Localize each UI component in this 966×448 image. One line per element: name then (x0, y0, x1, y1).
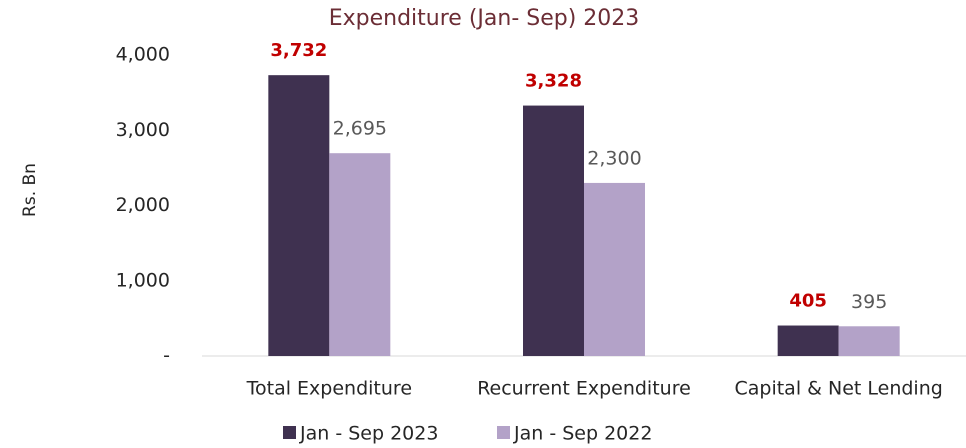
data-label: 3,732 (270, 40, 327, 61)
bar (838, 326, 900, 356)
bar (268, 75, 330, 357)
data-label: 395 (851, 291, 887, 313)
data-label: 2,300 (587, 147, 641, 169)
x-tick-label: Capital & Net Lending (734, 378, 942, 400)
legend-label: Jan - Sep 2023 (299, 423, 438, 445)
legend-swatch (283, 426, 296, 439)
legend-swatch (497, 426, 510, 439)
x-tick-label: Recurrent Expenditure (477, 378, 691, 400)
bar (329, 153, 391, 356)
y-tick-label: 1,000 (116, 269, 170, 291)
data-label: 405 (789, 291, 827, 312)
x-tick-label: Total Expenditure (246, 378, 412, 400)
legend-label: Jan - Sep 2022 (513, 423, 652, 445)
bar (523, 105, 584, 357)
y-axis-label: Rs. Bn (20, 163, 40, 217)
bar (777, 325, 839, 356)
bar (584, 182, 645, 356)
y-tick-label: 3,000 (116, 119, 170, 141)
y-tick-label: 4,000 (116, 44, 170, 66)
chart-title: Expenditure (Jan- Sep) 2023 (329, 6, 640, 31)
data-label: 3,328 (525, 71, 582, 92)
data-label: 2,695 (333, 118, 387, 140)
y-tick-label: 2,000 (116, 194, 170, 216)
y-tick-label: - (163, 345, 170, 367)
